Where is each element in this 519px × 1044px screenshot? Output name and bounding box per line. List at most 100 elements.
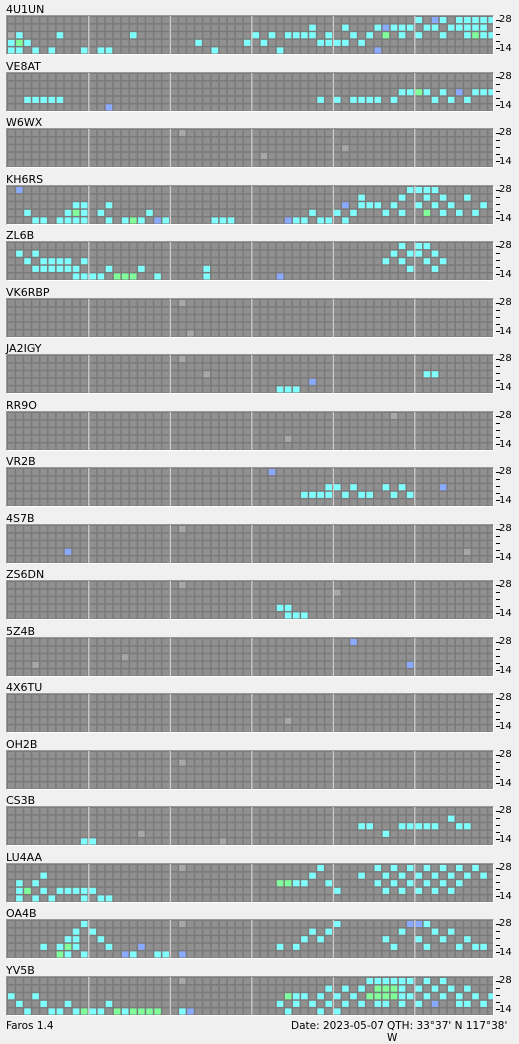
- propagation-cell: [480, 386, 487, 392]
- propagation-cell: [114, 322, 121, 328]
- propagation-cell: [16, 782, 23, 788]
- propagation-cell: [57, 865, 64, 871]
- propagation-cell: [285, 443, 292, 449]
- propagation-cell: [122, 774, 129, 780]
- propagation-cell-active: [16, 887, 23, 893]
- propagation-cell: [220, 695, 227, 701]
- propagation-cell: [440, 300, 447, 306]
- propagation-cell: [269, 872, 276, 878]
- propagation-cell: [98, 413, 105, 419]
- band-label-14: 14: [499, 666, 512, 676]
- propagation-cell: [212, 187, 219, 193]
- propagation-cell-active: [432, 17, 439, 23]
- propagation-cell: [472, 300, 479, 306]
- propagation-cell: [448, 435, 455, 441]
- propagation-cell: [325, 752, 332, 758]
- propagation-cell: [98, 371, 105, 377]
- propagation-cell: [8, 74, 15, 80]
- propagation-cell: [8, 718, 15, 724]
- propagation-cell: [375, 492, 382, 498]
- propagation-cell: [114, 838, 121, 844]
- propagation-cell: [187, 831, 194, 837]
- propagation-cell: [399, 767, 406, 773]
- propagation-cell: [203, 612, 210, 618]
- propagation-cell: [480, 300, 487, 306]
- propagation-cell: [448, 330, 455, 336]
- propagation-cell: [187, 443, 194, 449]
- propagation-cell: [49, 243, 56, 249]
- propagation-cell: [244, 258, 251, 264]
- propagation-cell: [236, 322, 243, 328]
- propagation-cell: [130, 816, 137, 822]
- propagation-cell: [81, 251, 88, 257]
- propagation-cell: [154, 428, 161, 434]
- propagation-cell: [122, 469, 129, 475]
- propagation-cell: [220, 752, 227, 758]
- propagation-cell: [366, 104, 373, 110]
- propagation-cell: [57, 831, 64, 837]
- propagation-cell-active: [464, 548, 471, 554]
- propagation-cell: [464, 597, 471, 603]
- propagation-cell: [212, 266, 219, 272]
- propagation-cell-active: [228, 217, 235, 223]
- propagation-cell: [253, 40, 260, 46]
- propagation-cell: [472, 364, 479, 370]
- propagation-cell: [16, 322, 23, 328]
- propagation-cell: [317, 130, 324, 136]
- propagation-cell: [114, 865, 121, 871]
- propagation-cell: [261, 371, 268, 377]
- propagation-cell: [407, 47, 414, 53]
- propagation-cell: [195, 428, 202, 434]
- propagation-cell: [375, 548, 382, 554]
- propagation-cell: [334, 330, 341, 336]
- propagation-cell: [244, 251, 251, 257]
- propagation-cell: [187, 153, 194, 159]
- hour-separator: [170, 129, 171, 167]
- propagation-cell: [8, 654, 15, 660]
- propagation-cell: [309, 816, 316, 822]
- propagation-cell: [114, 752, 121, 758]
- propagation-cell: [253, 74, 260, 80]
- propagation-cell: [464, 160, 471, 166]
- propagation-cell: [472, 413, 479, 419]
- propagation-cell: [261, 187, 268, 193]
- propagation-cell: [162, 484, 169, 490]
- propagation-cell: [32, 695, 39, 701]
- propagation-cell: [65, 872, 72, 878]
- propagation-cell: [171, 273, 178, 279]
- propagation-cell: [236, 40, 243, 46]
- propagation-cell: [228, 386, 235, 392]
- propagation-cell: [32, 315, 39, 321]
- propagation-cell: [391, 639, 398, 645]
- propagation-cell: [73, 300, 80, 306]
- propagation-cell: [244, 865, 251, 871]
- propagation-cell: [366, 499, 373, 505]
- propagation-cell-active: [24, 40, 31, 46]
- propagation-cell: [309, 217, 316, 223]
- propagation-cell: [277, 556, 284, 562]
- propagation-cell: [171, 300, 178, 306]
- propagation-cell: [154, 266, 161, 272]
- propagation-cell: [122, 194, 129, 200]
- propagation-cell-active: [203, 371, 210, 377]
- propagation-cell: [334, 597, 341, 603]
- propagation-cell: [350, 605, 357, 611]
- propagation-cell: [162, 865, 169, 871]
- propagation-cell: [244, 364, 251, 370]
- propagation-cell: [269, 725, 276, 731]
- propagation-cell: [293, 541, 300, 547]
- propagation-cell-active: [309, 25, 316, 31]
- propagation-cell: [293, 605, 300, 611]
- band-tick: [496, 140, 500, 141]
- propagation-cell: [375, 646, 382, 652]
- propagation-cell: [114, 420, 121, 426]
- propagation-cell: [236, 413, 243, 419]
- propagation-cell: [65, 605, 72, 611]
- propagation-cell: [244, 872, 251, 878]
- propagation-cell: [73, 661, 80, 667]
- propagation-cell: [424, 428, 431, 434]
- propagation-cell: [203, 315, 210, 321]
- propagation-cell: [81, 484, 88, 490]
- propagation-cell: [440, 759, 447, 765]
- propagation-cell: [146, 541, 153, 547]
